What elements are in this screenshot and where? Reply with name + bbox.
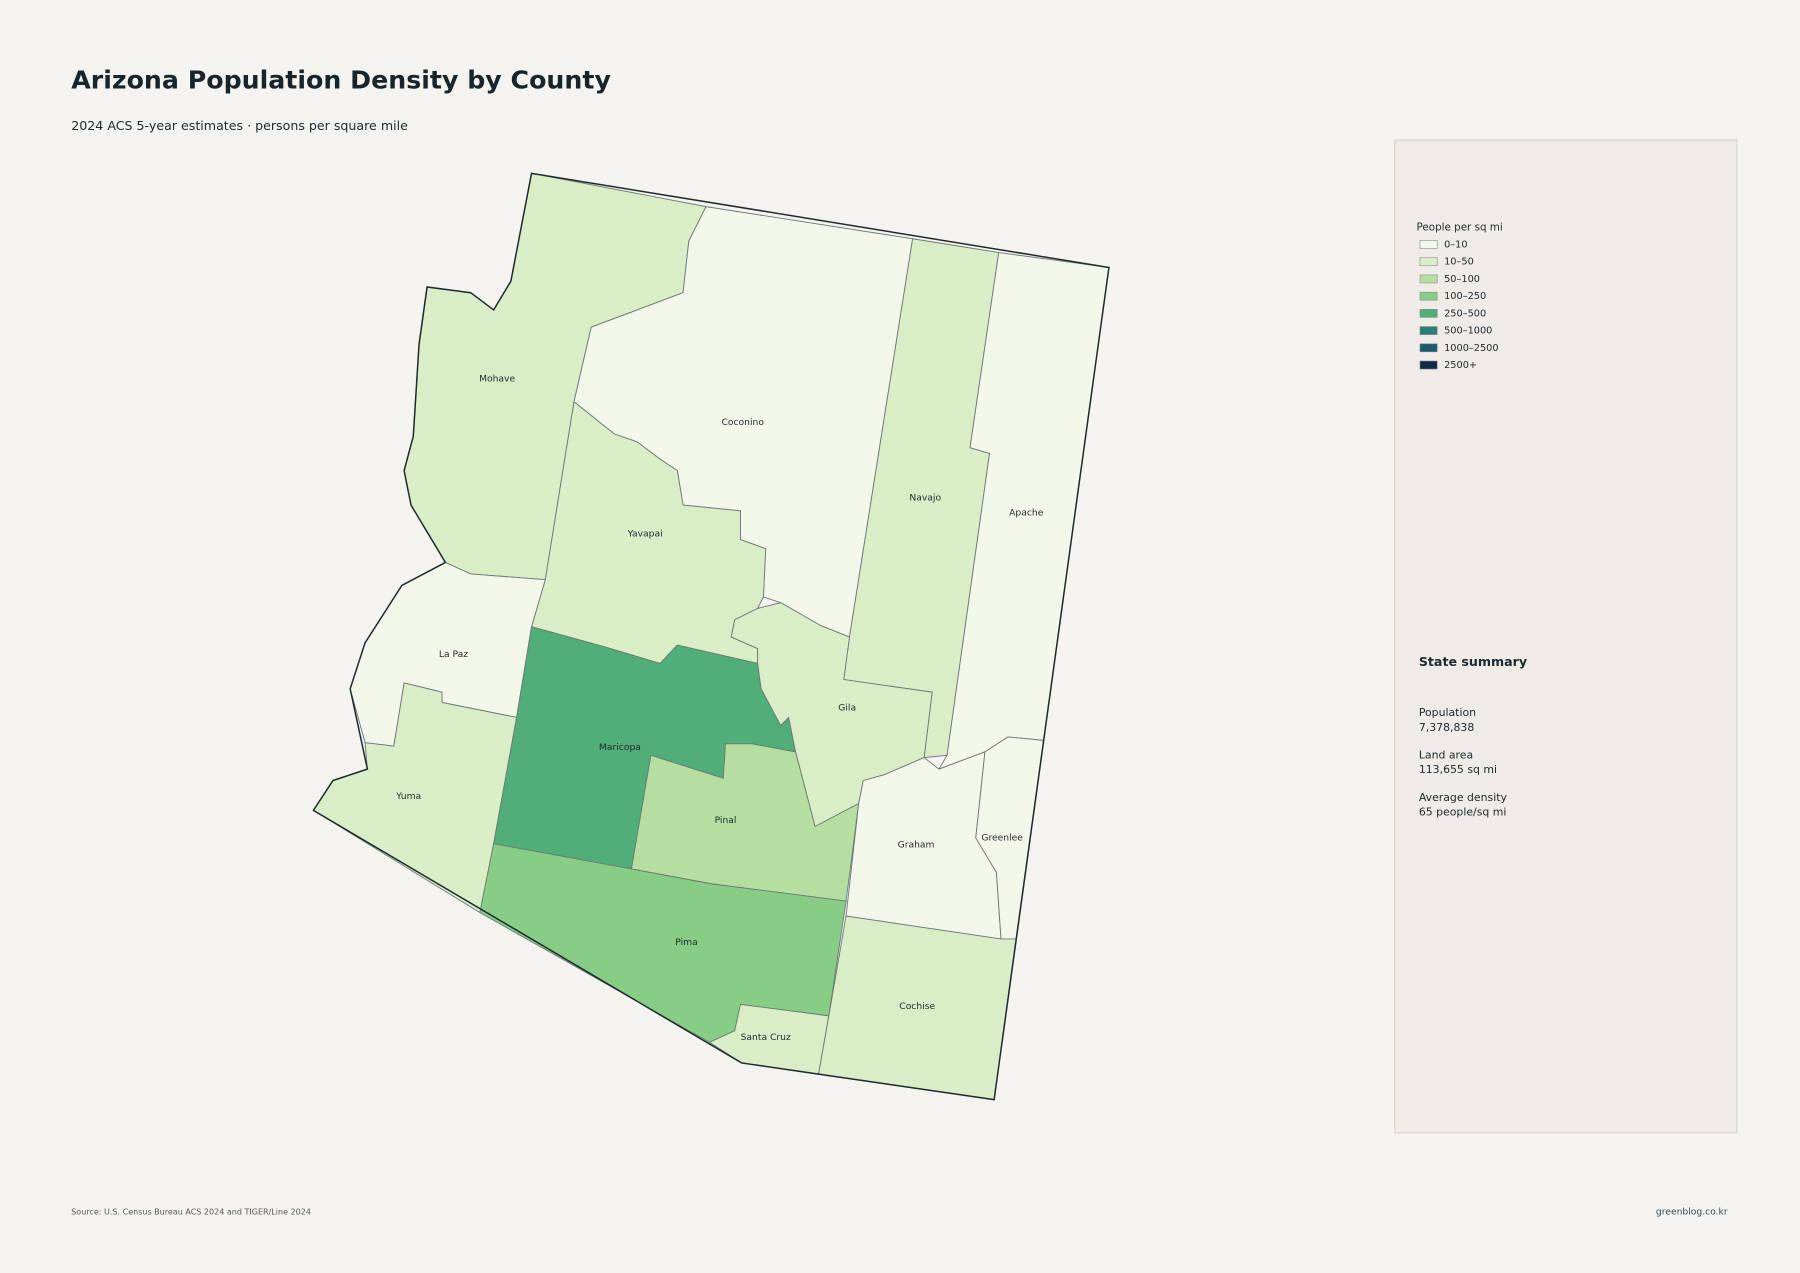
map: Mohave Coconino Navajo Apache Yavapai La Paz Y… bbox=[312, 172, 1110, 1101]
county-label: Maricopa bbox=[599, 742, 641, 753]
legend: 0–10 10–50 50–100 100–250 250–500 500–1000 100… bbox=[1419, 239, 1499, 371]
legend-swatch bbox=[1419, 326, 1438, 335]
legend-swatch bbox=[1419, 240, 1438, 249]
county-label: Gila bbox=[838, 703, 856, 714]
legend-swatch bbox=[1419, 309, 1438, 318]
legend-label: 10–50 bbox=[1444, 257, 1474, 268]
county-label: Santa Cruz bbox=[741, 1032, 791, 1043]
legend-swatch bbox=[1419, 360, 1438, 370]
legend-label: 1000–2500 bbox=[1444, 343, 1499, 354]
title: Arizona Population Density by County bbox=[71, 65, 611, 94]
legend-label: 100–250 bbox=[1444, 291, 1486, 302]
county-label: Graham bbox=[898, 839, 935, 850]
county-label: Greenlee bbox=[981, 832, 1023, 843]
side-panel bbox=[1394, 139, 1738, 1134]
legend-swatch bbox=[1419, 291, 1438, 301]
legend-label: 2500+ bbox=[1444, 360, 1477, 371]
legend-swatch bbox=[1419, 343, 1438, 353]
county-label: Yavapai bbox=[627, 528, 663, 539]
subtitle: 2024 ACS 5-year estimates · persons per … bbox=[71, 118, 408, 133]
county[interactable] bbox=[975, 736, 1045, 940]
legend-label: 250–500 bbox=[1444, 308, 1486, 319]
county[interactable] bbox=[312, 682, 518, 914]
source: Source: U.S. Census Bureau ACS 2024 and … bbox=[71, 1208, 311, 1217]
county-label: Pinal bbox=[715, 815, 737, 826]
county-label: Cochise bbox=[899, 1001, 935, 1012]
legend-label: 500–1000 bbox=[1444, 326, 1492, 337]
summary: Population 7,378,838 Land area 113,655 sq m… bbox=[1419, 706, 1508, 819]
county-label: Coconino bbox=[722, 417, 765, 428]
county-label: Pima bbox=[675, 937, 697, 948]
legend-swatch bbox=[1419, 274, 1438, 284]
summary-label: Population bbox=[1419, 706, 1476, 719]
summary-label: Land area bbox=[1419, 748, 1473, 761]
county-label: Apache bbox=[1009, 508, 1044, 519]
county-label: Yuma bbox=[395, 791, 421, 802]
legend-label: 0–10 bbox=[1444, 239, 1468, 250]
summary-value: 65 people/sq mi bbox=[1419, 806, 1507, 819]
credit: greenblog.co.kr bbox=[1656, 1207, 1728, 1218]
summary-value: 113,655 sq mi bbox=[1419, 763, 1497, 776]
state-outline bbox=[312, 172, 1110, 1101]
legend-label: 50–100 bbox=[1444, 274, 1480, 285]
summary-label: Average density bbox=[1419, 791, 1508, 804]
legend-swatch bbox=[1419, 257, 1438, 267]
county-label: Navajo bbox=[909, 493, 941, 504]
county-label: Mohave bbox=[479, 373, 515, 384]
county-label: La Paz bbox=[439, 649, 468, 660]
summary-title: State summary bbox=[1419, 654, 1527, 669]
summary-value: 7,378,838 bbox=[1419, 721, 1474, 734]
legend-title: People per sq mi bbox=[1417, 221, 1503, 233]
